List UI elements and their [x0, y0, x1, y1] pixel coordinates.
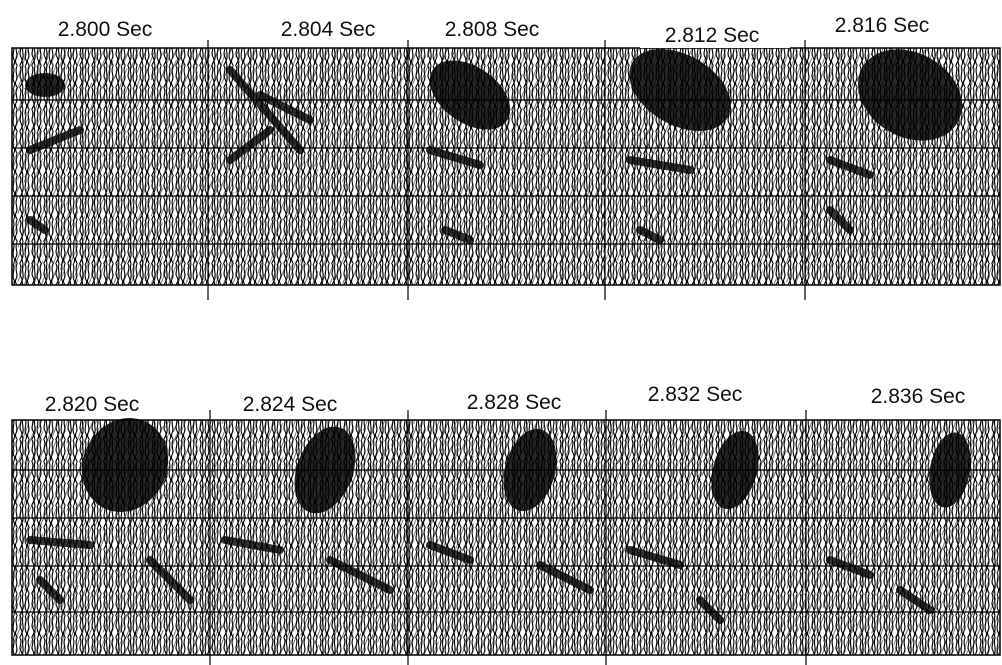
streak	[626, 546, 724, 624]
label-bg	[20, 388, 170, 418]
frame	[11, 419, 1001, 656]
streak	[26, 536, 194, 604]
label-bg	[620, 380, 770, 410]
row-1: 2.800 Sec 2.804 Sec 2.808 Sec 2.812 Sec …	[11, 8, 1001, 300]
streak	[626, 156, 694, 244]
blob	[25, 73, 65, 97]
streak	[221, 536, 394, 594]
panel-label: 2.820 Sec	[45, 393, 140, 416]
blob	[429, 60, 511, 130]
panel-label: 2.828 Sec	[467, 391, 562, 414]
label-bg	[810, 8, 960, 38]
frame	[11, 47, 1001, 286]
grid	[12, 410, 1000, 665]
row-2: 2.820 Sec 2.824 Sec 2.828 Sec 2.832 Sec …	[11, 380, 1001, 665]
panel-label: 2.808 Sec	[445, 18, 540, 41]
label-bg	[30, 12, 180, 42]
streak	[826, 556, 934, 614]
label-bg	[440, 388, 590, 418]
anomalies	[25, 49, 963, 244]
streak	[426, 146, 484, 244]
panel-label: 2.804 Sec	[281, 18, 376, 41]
streak	[426, 541, 594, 594]
panel-label: 2.800 Sec	[58, 18, 153, 41]
anomalies	[26, 418, 971, 624]
panel-label: 2.812 Sec	[665, 24, 760, 47]
panel-label: 2.832 Sec	[648, 383, 743, 406]
streak	[226, 66, 314, 164]
blob	[81, 418, 169, 512]
grid	[12, 40, 1000, 300]
label-bg	[420, 12, 570, 42]
panel-label: 2.816 Sec	[835, 14, 930, 37]
trace-texture	[12, 420, 1000, 655]
label-bg	[640, 18, 790, 48]
panel-label: 2.836 Sec	[871, 385, 966, 408]
blob	[629, 49, 731, 131]
blob	[857, 49, 963, 141]
label-bg	[255, 12, 405, 42]
panel-label: 2.824 Sec	[243, 393, 338, 416]
label-bg	[220, 388, 370, 418]
streak	[826, 156, 874, 234]
streak	[26, 126, 84, 234]
label-bg	[845, 382, 995, 412]
trace-texture	[12, 48, 1000, 285]
